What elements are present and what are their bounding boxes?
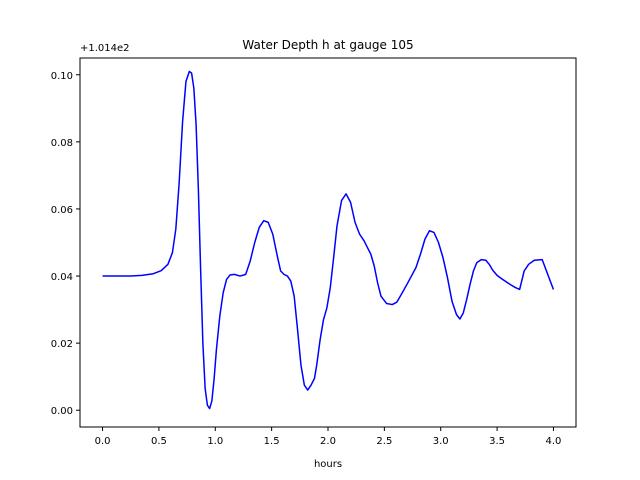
y-tick-label: 0.08	[51, 138, 73, 149]
x-tick-label: 2.0	[320, 436, 336, 447]
x-tick-label: 3.0	[433, 436, 449, 447]
x-tick-label: 2.5	[376, 436, 392, 447]
y-tick-label: 0.00	[51, 406, 73, 417]
axes-frame	[79, 57, 577, 428]
y-tick-label: 0.04	[51, 272, 73, 283]
y-axis-ticks: 0.00 0.02 0.04 0.06 0.08 0.10	[51, 71, 80, 417]
y-tick-label: 0.10	[51, 71, 73, 82]
y-tick-label: 0.02	[51, 339, 73, 350]
series-line-0	[102, 70, 555, 410]
y-offset-label: +1.014e2	[80, 43, 130, 54]
x-tick-label: 3.5	[489, 436, 505, 447]
chart-title: Water Depth h at gauge 105	[242, 38, 413, 52]
x-tick-label: 0.5	[151, 436, 167, 447]
x-tick-label: 1.0	[207, 436, 223, 447]
y-tick-label: 0.06	[51, 205, 73, 216]
x-tick-label: 0.0	[95, 436, 111, 447]
x-axis-ticks: 0.0 0.5 1.0 1.5 2.0 2.5 3.0 3.5 4.0	[95, 427, 562, 447]
x-tick-label: 4.0	[546, 436, 562, 447]
x-axis-label: hours	[314, 459, 342, 470]
x-tick-label: 1.5	[264, 436, 280, 447]
plot-area	[79, 57, 577, 428]
